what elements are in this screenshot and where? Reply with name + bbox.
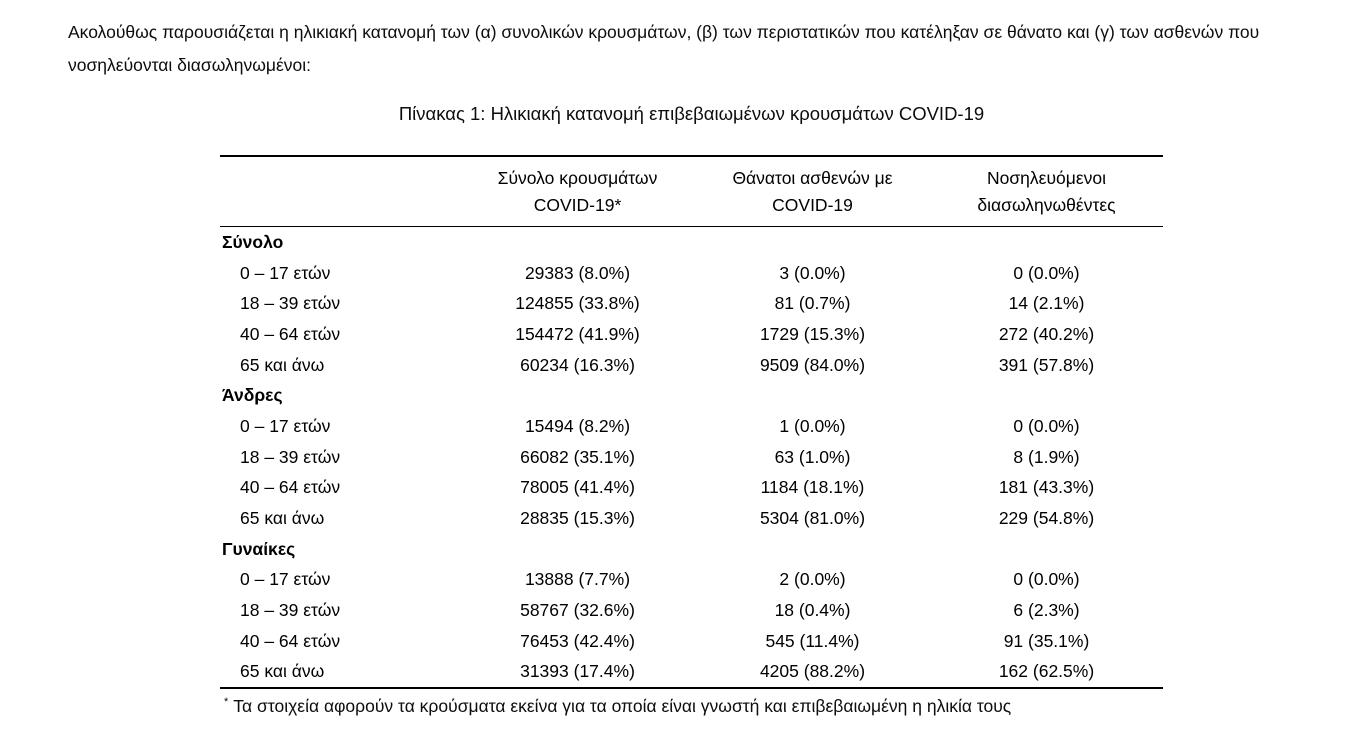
table-body: Σύνολο 0 – 17 ετών 29383 (8.0%) 3 (0.0%) 0 (… xyxy=(220,227,1163,687)
deaths-value: 9509 (84.0%) xyxy=(759,354,866,375)
age-group-label: 0 – 17 ετών xyxy=(240,262,331,283)
age-group-label: 40 – 64 ετών xyxy=(240,323,341,344)
cases-value: 78005 (41.4%) xyxy=(520,477,635,498)
deaths-value: 1 (0.0%) xyxy=(779,415,846,436)
cases-value: 31393 (17.4%) xyxy=(520,661,635,682)
intubated-value: 91 (35.1%) xyxy=(1003,630,1090,651)
age-group-label: 0 – 17 ετών xyxy=(240,569,331,590)
deaths-value: 545 (11.4%) xyxy=(765,630,860,651)
intubated-value: 229 (54.8%) xyxy=(998,508,1095,529)
table-row: 40 – 64 ετών 76453 (42.4%) 545 (11.4%) 91 (… xyxy=(220,626,1163,657)
footnote-asterisk: * xyxy=(224,696,229,709)
deaths-value: 1184 (18.1%) xyxy=(760,477,865,498)
cases-value: 66082 (35.1%) xyxy=(520,446,635,467)
table-row: 18 – 39 ετών 124855 (33.8%) 81 (0.7%) 14 (2… xyxy=(220,288,1163,319)
section-header-row: Άνδρες xyxy=(220,380,1163,411)
column-header-deaths-label: Θάνατοι ασθενών με COVID-19 xyxy=(732,167,893,215)
cases-value: 154472 (41.9%) xyxy=(515,323,640,344)
deaths-value: 5304 (81.0%) xyxy=(759,508,866,529)
covid-age-distribution-table: Σύνολο κρουσμάτων COVID-19* Θάνατοι ασθε… xyxy=(220,155,1163,690)
section-label: Γυναίκες xyxy=(222,538,296,559)
intubated-value: 181 (43.3%) xyxy=(998,477,1095,498)
deaths-value: 18 (0.4%) xyxy=(774,600,851,621)
age-group-label: 65 και άνω xyxy=(240,661,325,682)
table-title: Πίνακας 1: Ηλικιακή κατανομή επιβεβαιωμέ… xyxy=(398,103,985,124)
age-group-label: 18 – 39 ετών xyxy=(240,446,341,467)
deaths-value: 63 (1.0%) xyxy=(774,446,851,467)
column-header-total-cases: Σύνολο κρουσμάτων COVID-19* xyxy=(460,165,695,219)
intro-paragraph: Ακολούθως παρουσιάζεται η ηλικιακή καταν… xyxy=(68,22,1260,75)
cases-value: 76453 (42.4%) xyxy=(520,630,635,651)
section-label: Σύνολο xyxy=(222,231,284,252)
age-group-label: 18 – 39 ετών xyxy=(240,600,341,621)
intubated-value: 0 (0.0%) xyxy=(1013,262,1080,283)
cases-value: 124855 (33.8%) xyxy=(515,293,640,314)
column-header-deaths: Θάνατοι ασθενών με COVID-19 xyxy=(695,165,930,219)
table-row: 18 – 39 ετών 58767 (32.6%) 18 (0.4%) 6 (2.3… xyxy=(220,595,1163,626)
section-label: Άνδρες xyxy=(222,385,283,406)
table-row: 40 – 64 ετών 154472 (41.9%) 1729 (15.3%) 27… xyxy=(220,319,1163,350)
table-header-row: Σύνολο κρουσμάτων COVID-19* Θάνατοι ασθε… xyxy=(220,157,1163,227)
table-row: 18 – 39 ετών 66082 (35.1%) 63 (1.0%) 8 (1.9… xyxy=(220,442,1163,473)
cases-value: 29383 (8.0%) xyxy=(524,262,631,283)
cases-value: 15494 (8.2%) xyxy=(524,415,631,436)
section-header-row: Γυναίκες xyxy=(220,534,1163,565)
age-group-label: 18 – 39 ετών xyxy=(240,293,341,314)
age-group-label: 65 και άνω xyxy=(240,354,325,375)
deaths-value: 2 (0.0%) xyxy=(779,569,846,590)
intubated-value: 0 (0.0%) xyxy=(1013,569,1080,590)
cases-value: 60234 (16.3%) xyxy=(520,354,635,375)
table-row: 40 – 64 ετών 78005 (41.4%) 1184 (18.1%) 181… xyxy=(220,473,1163,504)
deaths-value: 81 (0.7%) xyxy=(774,293,851,314)
intubated-value: 391 (57.8%) xyxy=(998,354,1095,375)
intubated-value: 6 (2.3%) xyxy=(1013,600,1080,621)
column-header-intubated: Νοσηλευόμενοι διασωληνωθέντες xyxy=(930,165,1163,219)
table-row: 65 και άνω 31393 (17.4%) 4205 (88.2%) 162 (… xyxy=(220,657,1163,688)
section-header-row: Σύνολο xyxy=(220,227,1163,258)
cases-value: 58767 (32.6%) xyxy=(520,600,635,621)
deaths-value: 3 (0.0%) xyxy=(779,262,846,283)
table-row: 0 – 17 ετών 29383 (8.0%) 3 (0.0%) 0 (0.0%) xyxy=(220,258,1163,289)
intubated-value: 8 (1.9%) xyxy=(1013,446,1080,467)
table-footnote: * Τα στοιχεία αφορούν τα κρούσματα εκείνα… xyxy=(224,696,1360,717)
age-group-label: 40 – 64 ετών xyxy=(240,630,341,651)
table-row: 65 και άνω 60234 (16.3%) 9509 (84.0%) 391 (… xyxy=(220,350,1163,381)
table-row: 0 – 17 ετών 13888 (7.7%) 2 (0.0%) 0 (0.0%) xyxy=(220,565,1163,596)
cases-value: 13888 (7.7%) xyxy=(524,569,631,590)
table-row: 0 – 17 ετών 15494 (8.2%) 1 (0.0%) 0 (0.0%) xyxy=(220,411,1163,442)
column-header-intubated-label: Νοσηλευόμενοι διασωληνωθέντες xyxy=(977,167,1116,215)
age-group-label: 0 – 17 ετών xyxy=(240,415,331,436)
cases-value: 28835 (15.3%) xyxy=(520,508,635,529)
footnote-text: Τα στοιχεία αφορούν τα κρούσματα εκείνα … xyxy=(233,696,1012,717)
intubated-value: 0 (0.0%) xyxy=(1013,415,1080,436)
age-group-label: 40 – 64 ετών xyxy=(240,477,341,498)
deaths-value: 4205 (88.2%) xyxy=(759,661,866,682)
intubated-value: 14 (2.1%) xyxy=(1008,293,1085,314)
intubated-value: 162 (62.5%) xyxy=(998,661,1095,682)
age-group-label: 65 και άνω xyxy=(240,508,325,529)
table-row: 65 και άνω 28835 (15.3%) 5304 (81.0%) 229 (… xyxy=(220,503,1163,534)
intubated-value: 272 (40.2%) xyxy=(998,323,1095,344)
deaths-value: 1729 (15.3%) xyxy=(759,323,866,344)
column-header-total-cases-label: Σύνολο κρουσμάτων COVID-19* xyxy=(497,167,658,215)
